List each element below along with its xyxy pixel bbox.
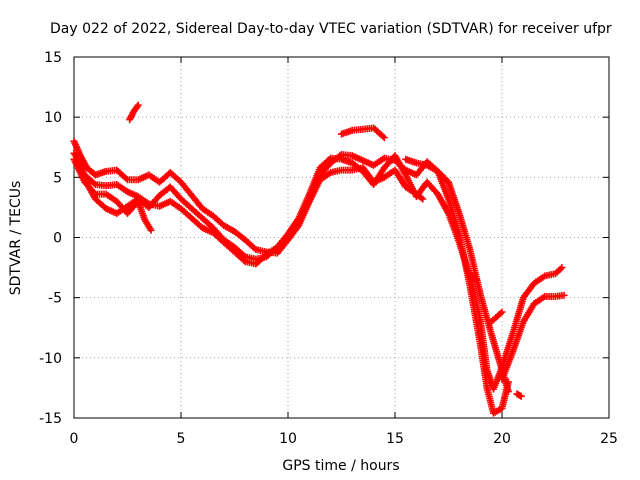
data-point: [379, 132, 387, 140]
x-axis-label: GPS time / hours: [282, 458, 399, 474]
data-point: [380, 134, 388, 142]
y-axis-label: SDTVAR / TECUs: [8, 181, 24, 296]
x-tick-label: 25: [600, 431, 618, 447]
data-point: [90, 189, 98, 197]
x-tick-label: 5: [177, 431, 186, 447]
data-point: [517, 392, 525, 400]
series-track-d: [81, 164, 427, 268]
y-tick-label: 0: [53, 231, 62, 247]
data-point: [325, 155, 333, 163]
data-point: [250, 244, 258, 252]
data-point: [240, 256, 248, 264]
series-track-f: [338, 124, 388, 142]
series-track-g: [402, 155, 512, 396]
series-track-e: [126, 101, 142, 124]
chart-title: Day 022 of 2022, Sidereal Day-to-day VTE…: [50, 21, 612, 37]
y-tick-label: -5: [48, 291, 62, 307]
x-tick-label: 15: [386, 431, 404, 447]
data-point: [134, 101, 142, 109]
data-point: [419, 195, 427, 203]
data-point: [558, 264, 566, 272]
data-points: [70, 101, 568, 417]
data-point: [90, 179, 98, 187]
x-tick-label: 20: [493, 431, 511, 447]
data-point: [133, 103, 141, 111]
y-tick-label: -10: [39, 351, 62, 367]
data-point: [504, 388, 512, 396]
data-point: [147, 226, 155, 234]
data-point: [560, 291, 568, 299]
series-track-h: [466, 264, 566, 393]
x-tick-label: 0: [70, 431, 79, 447]
y-tick-label: 5: [53, 170, 62, 186]
data-point: [122, 174, 130, 182]
grid: [74, 57, 609, 418]
data-point: [498, 308, 506, 316]
y-tick-label: -15: [39, 411, 62, 427]
series-track-c: [70, 155, 155, 234]
y-tick-label: 15: [44, 50, 62, 66]
x-tick-label: 10: [279, 431, 297, 447]
series-track-i: [487, 308, 506, 326]
axis-ticks: 0 5 10 15 20 25 -15 -10 -5 0 5 10 15: [39, 50, 618, 447]
series-track-j: [498, 291, 568, 383]
data-point: [496, 309, 504, 317]
data-point: [516, 392, 524, 400]
series-track-k: [513, 390, 525, 400]
y-tick-label: 10: [44, 110, 62, 126]
